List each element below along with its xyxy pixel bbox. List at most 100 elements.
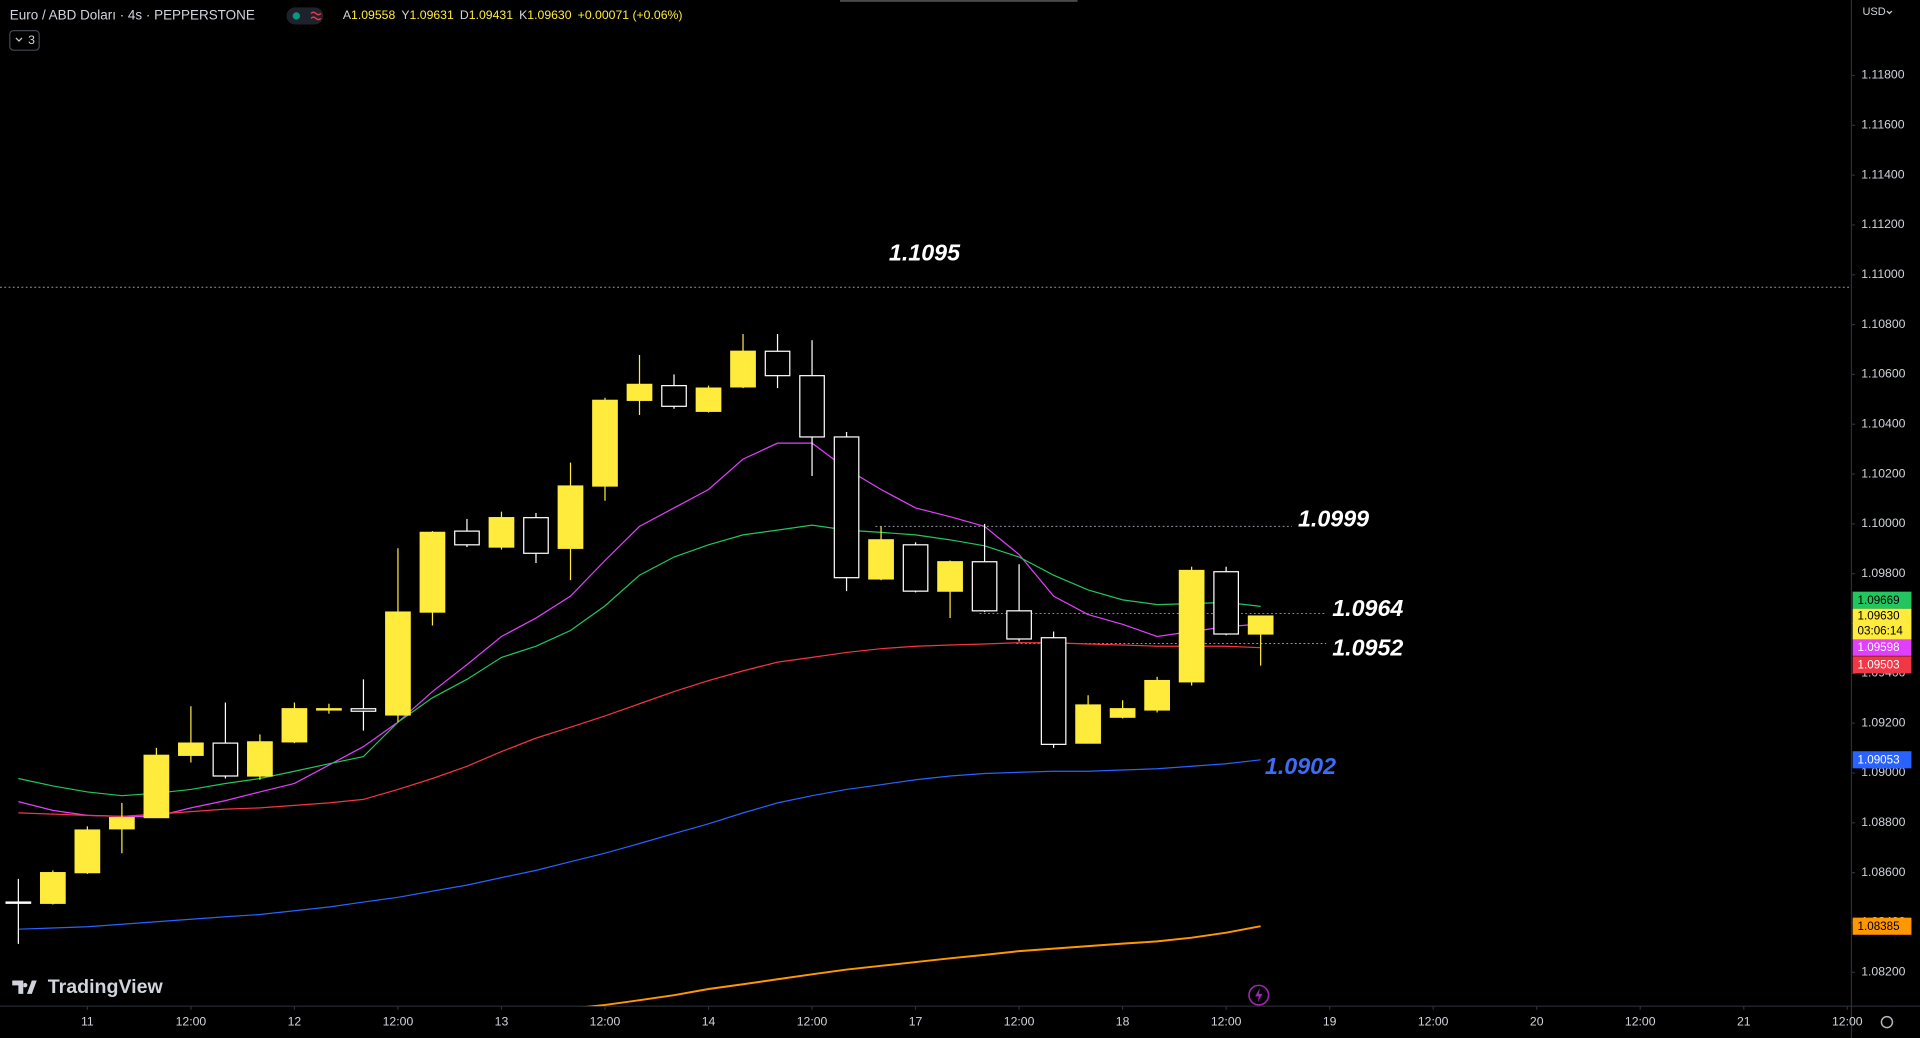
x-tick-label: 13 xyxy=(495,1014,509,1028)
stat-key: A xyxy=(343,8,352,22)
x-tick-label: 21 xyxy=(1737,1014,1751,1028)
y-tick-label: 1.10800 xyxy=(1861,317,1905,331)
x-tick-label: 11 xyxy=(81,1014,94,1028)
y-tick-label: 1.09200 xyxy=(1861,715,1905,729)
candle-body xyxy=(937,561,963,592)
last-price-label: 1.09630 xyxy=(1858,610,1901,623)
x-tick-label: 12:00 xyxy=(1211,1014,1242,1028)
settings-icon[interactable] xyxy=(1880,1015,1894,1029)
candle-body xyxy=(5,901,32,904)
y-tick-label: 1.11000 xyxy=(1861,267,1905,281)
ohlc-stats: A1.09558 Y1.09631 D1.09431 K1.09630 +0.00071… xyxy=(343,8,683,22)
change: +0.00071 (+0.06%) xyxy=(578,8,683,22)
candle-body xyxy=(1144,679,1170,711)
logo-glyph xyxy=(12,980,37,994)
price-tag-label: 1.09669 xyxy=(1858,594,1900,607)
level-label: 1.0902 xyxy=(1265,753,1336,779)
y-tick-label: 1.10000 xyxy=(1861,516,1905,530)
y-tick-label: 1.10600 xyxy=(1861,367,1905,381)
price-tag xyxy=(1852,591,1912,609)
candle-body xyxy=(730,350,756,388)
candle-body xyxy=(557,485,584,549)
candle-body xyxy=(971,561,998,612)
candle-body xyxy=(902,544,929,592)
candle-body xyxy=(350,708,377,712)
candle-body xyxy=(178,742,204,756)
candle-body xyxy=(385,611,411,716)
y-tick-label: 1.08200 xyxy=(1861,965,1905,979)
price-tag xyxy=(1852,638,1912,656)
x-tick-label: 12:00 xyxy=(383,1014,414,1028)
price-tag xyxy=(1852,917,1912,935)
price-tag-label: 1.08385 xyxy=(1858,920,1900,933)
ma-line xyxy=(584,925,1261,1007)
y-tick-label: 1.10200 xyxy=(1861,466,1905,480)
candle-body xyxy=(695,387,722,412)
stat-value: 1.09630 xyxy=(527,8,571,22)
candle-body xyxy=(454,530,480,546)
y-tick-label: 1.08600 xyxy=(1861,865,1905,879)
x-tick-label: 12:00 xyxy=(1832,1014,1863,1028)
candle-body xyxy=(1040,637,1067,745)
candle-body xyxy=(1247,615,1274,635)
candle-body xyxy=(316,708,342,711)
stat-key: D xyxy=(460,8,469,22)
stat-value: 1.09631 xyxy=(410,8,454,22)
level-label: 1.0952 xyxy=(1332,635,1403,661)
stat-key: K xyxy=(519,8,528,22)
x-tick-label: 12:00 xyxy=(176,1014,207,1028)
y-tick-label: 1.11800 xyxy=(1861,68,1905,82)
y-tick-label: 1.10400 xyxy=(1861,416,1905,430)
status-badge[interactable] xyxy=(286,7,324,25)
indicator-toggle[interactable] xyxy=(9,29,40,51)
market-open-dot xyxy=(292,12,300,20)
candle-body xyxy=(488,517,515,548)
x-tick-label: 12:00 xyxy=(590,1014,621,1028)
x-tick-label: 14 xyxy=(702,1014,716,1028)
candle-body xyxy=(247,741,273,777)
candle-body xyxy=(764,350,791,377)
events-icon[interactable] xyxy=(1248,984,1270,1006)
y-tick-label: 1.11400 xyxy=(1861,167,1905,181)
level-label: 1.1095 xyxy=(889,239,961,265)
y-tick-label: 1.09800 xyxy=(1861,566,1905,580)
brand-logo[interactable]: TradingView xyxy=(12,976,164,998)
x-tick-label: 12 xyxy=(288,1014,302,1028)
y-tick-label: 1.09000 xyxy=(1861,765,1905,779)
ui-layer: Euro / ABD Doları · 4s · PEPPERSTONE A1.… xyxy=(9,6,1912,1029)
y-tick-label: 1.11600 xyxy=(1861,118,1905,132)
x-tick-label: 19 xyxy=(1323,1014,1337,1028)
stat-value: 1.09431 xyxy=(469,8,513,22)
level-label: 1.0964 xyxy=(1332,595,1403,621)
price-tag xyxy=(1852,656,1912,674)
currency[interactable]: USD xyxy=(1862,6,1885,18)
candle-body xyxy=(212,742,239,777)
candle-body xyxy=(143,754,170,819)
candle-body xyxy=(1006,610,1032,640)
chevron xyxy=(15,37,23,42)
candle-body xyxy=(523,517,549,554)
candle-body xyxy=(1109,708,1136,718)
bolt xyxy=(1255,987,1263,1003)
x-tick-label: 12:00 xyxy=(1625,1014,1656,1028)
brand-name: TradingView xyxy=(48,976,164,998)
x-tick-label: 20 xyxy=(1530,1014,1544,1028)
candle-body xyxy=(419,531,446,613)
y-tick-label: 1.08800 xyxy=(1861,815,1905,829)
indicator-count: 3 xyxy=(28,33,35,47)
stat-value: 1.09558 xyxy=(351,8,395,22)
candle-body xyxy=(74,829,101,874)
x-tick-label: 17 xyxy=(909,1014,923,1028)
ma-line xyxy=(18,524,1261,797)
last-price-tag xyxy=(1852,608,1912,640)
candle-body xyxy=(626,383,653,401)
candle-body xyxy=(799,375,825,438)
candle-body xyxy=(1075,704,1101,744)
candle-body xyxy=(1178,569,1205,683)
level-label: 1.0999 xyxy=(1298,505,1369,531)
symbol-title[interactable]: Euro / ABD Doları · 4s · PEPPERSTONE xyxy=(10,7,255,22)
price-tag-label: 1.09503 xyxy=(1858,659,1900,672)
top-handle[interactable] xyxy=(840,0,1078,2)
plot-area: 1.1095 1.0999 1.0964 1.0952 1.0902 xyxy=(0,239,1852,1007)
candle-body xyxy=(868,539,894,580)
